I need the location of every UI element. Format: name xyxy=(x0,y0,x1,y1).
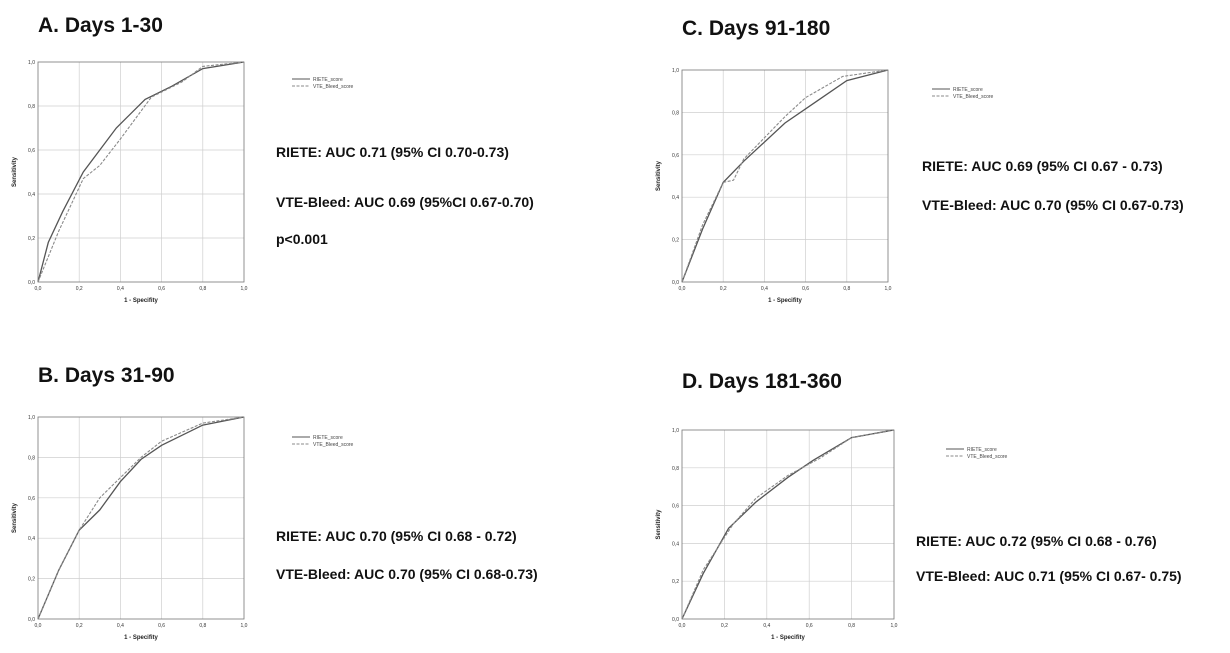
y-tick-label: 0,6 xyxy=(672,504,679,510)
panel-d-roc-chart: 0,00,0 0,2 0,2 0,4 0,4 0,6 0,6 0,8 0,8 1,0 1,0 1 - … xyxy=(656,428,898,641)
x-tick-label: 0,2 xyxy=(721,623,728,629)
vte-bleed-roc-line xyxy=(37,61,245,283)
plot-frame xyxy=(681,429,895,620)
y-tick-label: 0,2 xyxy=(28,577,35,583)
panel-d-vte-bleed-auc: VTE-Bleed: AUC 0.71 (95% CI 0.67- 0.75) xyxy=(916,568,1182,584)
x-tick-label: 0,4 xyxy=(117,286,124,292)
y-tick-label: 0,0 xyxy=(28,280,35,286)
legend-riete-label: RIETE_score xyxy=(953,87,983,93)
panel-c-vte-bleed-auc: VTE-Bleed: AUC 0.70 (95% CI 0.67-0.73) xyxy=(922,197,1184,213)
x-tick-label: 0,8 xyxy=(843,286,850,292)
x-tick-label: 0,4 xyxy=(117,623,124,629)
x-tick-label: 1,0 xyxy=(891,623,898,629)
y-tick-label: 0,8 xyxy=(672,110,679,116)
x-tick-label: 0,2 xyxy=(76,623,83,629)
y-tick-label: 0,6 xyxy=(28,496,35,502)
y-tick-label: 0,0 xyxy=(672,280,679,286)
x-axis-label: 1 - Specifity xyxy=(124,298,158,304)
panel-a-riete-auc: RIETE: AUC 0.71 (95% CI 0.70-0.73) xyxy=(276,144,509,160)
y-tick-label: 1,0 xyxy=(28,60,35,66)
x-tick-label: 0,0 xyxy=(35,286,42,292)
y-tick-label: 0,8 xyxy=(28,104,35,110)
panel-c-title: C. Days 91-180 xyxy=(682,17,831,40)
panel-a-p-value: p<0.001 xyxy=(276,231,328,247)
y-axis-label: Sensitivity xyxy=(656,509,662,540)
panel-b-title: B. Days 31-90 xyxy=(38,364,175,387)
x-tick-label: 0,4 xyxy=(763,623,770,629)
y-tick-label: 0,6 xyxy=(672,153,679,159)
vte-bleed-roc-line xyxy=(37,416,245,620)
y-tick-label: 1,0 xyxy=(672,428,679,434)
x-tick-label: 0,2 xyxy=(76,286,83,292)
legend-riete-label: RIETE_score xyxy=(313,435,343,441)
vte-bleed-roc-line xyxy=(681,429,895,620)
legend-vte-bleed-label: VTE_Bleed_score xyxy=(313,442,354,448)
x-axis-label: 1 - Specifity xyxy=(768,298,802,304)
x-tick-label: 0,6 xyxy=(802,286,809,292)
y-tick-label: 0,2 xyxy=(28,236,35,242)
riete-roc-line xyxy=(681,69,889,283)
riete-roc-line xyxy=(681,429,895,620)
plot-frame xyxy=(681,69,889,283)
plot-frame xyxy=(37,61,245,283)
legend-riete-label: RIETE_score xyxy=(967,447,997,453)
legend-vte-bleed-label: VTE_Bleed_score xyxy=(967,454,1008,460)
x-axis-label: 1 - Specifity xyxy=(771,635,805,641)
x-tick-label: 1,0 xyxy=(885,286,892,292)
x-tick-label: 0,8 xyxy=(848,623,855,629)
x-tick-label: 0,6 xyxy=(806,623,813,629)
x-tick-label: 1,0 xyxy=(241,623,248,629)
panel-b-vte-bleed-auc: VTE-Bleed: AUC 0.70 (95% CI 0.68-0.73) xyxy=(276,566,538,582)
panel-b-roc-chart: 0,00,0 0,2 0,2 0,4 0,4 0,6 0,6 0,8 0,8 1,0 1,0 1 - … xyxy=(12,415,248,641)
y-tick-label: 0,6 xyxy=(28,148,35,154)
y-tick-label: 0,2 xyxy=(672,579,679,585)
x-tick-label: 0,0 xyxy=(35,623,42,629)
y-axis-label: Sensitivity xyxy=(656,160,662,191)
y-tick-label: 0,0 xyxy=(672,617,679,623)
y-tick-label: 0,8 xyxy=(28,455,35,461)
riete-roc-line xyxy=(37,61,245,283)
y-tick-label: 0,4 xyxy=(672,195,679,201)
panel-d-title: D. Days 181-360 xyxy=(682,370,842,393)
legend-riete-label: RIETE_score xyxy=(313,77,343,83)
y-tick-label: 1,0 xyxy=(672,68,679,74)
panel-b-riete-auc: RIETE: AUC 0.70 (95% CI 0.68 - 0.72) xyxy=(276,528,517,544)
y-tick-label: 0,4 xyxy=(28,192,35,198)
y-tick-label: 0,4 xyxy=(672,541,679,547)
x-tick-label: 0,4 xyxy=(761,286,768,292)
y-tick-label: 0,2 xyxy=(672,238,679,244)
legend-vte-bleed-label: VTE_Bleed_score xyxy=(953,94,994,100)
riete-roc-line xyxy=(37,416,245,620)
panel-a-roc-chart: 0,00,0 0,2 0,2 0,4 0,4 0,6 0,6 0,8 0,8 1,0 1,0 1 - … xyxy=(12,60,248,304)
panel-c-roc-chart: 0,00,0 0,2 0,2 0,4 0,4 0,6 0,6 0,8 0,8 1,0 1,0 1 - … xyxy=(656,68,892,304)
y-tick-label: 0,0 xyxy=(28,617,35,623)
vte-bleed-roc-line xyxy=(681,69,889,283)
panel-c-riete-auc: RIETE: AUC 0.69 (95% CI 0.67 - 0.73) xyxy=(922,158,1163,174)
y-tick-label: 0,4 xyxy=(28,536,35,542)
y-tick-label: 1,0 xyxy=(28,415,35,421)
panel-a-title: A. Days 1-30 xyxy=(38,14,163,37)
x-axis-label: 1 - Specifity xyxy=(124,635,158,641)
panel-d-riete-auc: RIETE: AUC 0.72 (95% CI 0.68 - 0.76) xyxy=(916,533,1157,549)
legend-vte-bleed-label: VTE_Bleed_score xyxy=(313,84,354,90)
x-tick-label: 0,8 xyxy=(199,623,206,629)
x-tick-label: 0,2 xyxy=(720,286,727,292)
x-tick-label: 0,8 xyxy=(199,286,206,292)
x-tick-label: 0,6 xyxy=(158,286,165,292)
panel-a-vte-bleed-auc: VTE-Bleed: AUC 0.69 (95%CI 0.67-0.70) xyxy=(276,194,534,210)
y-axis-label: Sensitivity xyxy=(12,502,18,533)
x-tick-label: 0,6 xyxy=(158,623,165,629)
x-tick-label: 1,0 xyxy=(241,286,248,292)
y-axis-label: Sensitivity xyxy=(12,156,18,187)
x-tick-label: 0,0 xyxy=(679,286,686,292)
plot-frame xyxy=(37,416,245,620)
x-tick-label: 0,0 xyxy=(679,623,686,629)
y-tick-label: 0,8 xyxy=(672,466,679,472)
